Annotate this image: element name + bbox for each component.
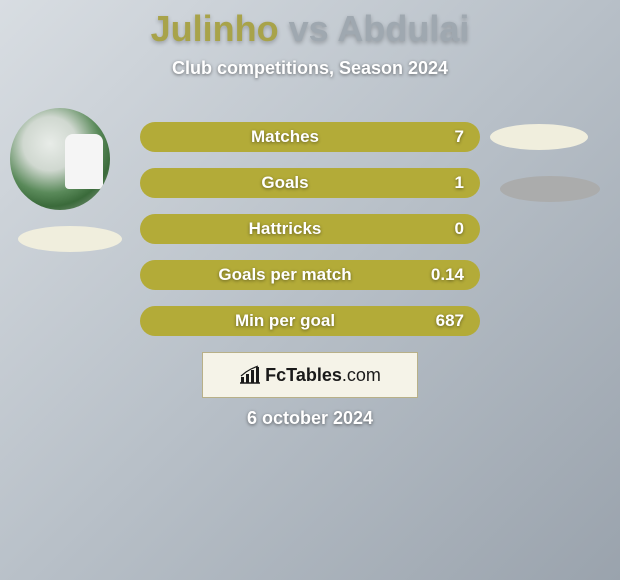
date-label: 6 october 2024 [0, 408, 620, 429]
stat-label: Goals per match [156, 265, 414, 285]
stat-value: 0 [414, 219, 464, 239]
stat-row-hattricks: Hattricks 0 [140, 214, 480, 244]
stat-value: 7 [414, 127, 464, 147]
stat-value: 0.14 [414, 265, 464, 285]
chart-icon [239, 365, 261, 385]
fctables-logo[interactable]: FcTables.com [202, 352, 418, 398]
stat-value: 1 [414, 173, 464, 193]
subtitle: Club competitions, Season 2024 [0, 58, 620, 79]
stat-row-min-per-goal: Min per goal 687 [140, 306, 480, 336]
stat-label: Matches [156, 127, 414, 147]
blob-right-2 [500, 176, 600, 202]
player2-name: Abdulai [337, 8, 469, 49]
logo-prefix: Fc [265, 365, 286, 385]
logo-main: Tables [286, 365, 342, 385]
logo-text: FcTables.com [265, 365, 381, 386]
stat-label: Min per goal [156, 311, 414, 331]
stat-row-goals: Goals 1 [140, 168, 480, 198]
stat-row-goals-per-match: Goals per match 0.14 [140, 260, 480, 290]
stat-label: Hattricks [156, 219, 414, 239]
stat-label: Goals [156, 173, 414, 193]
stat-value: 687 [414, 311, 464, 331]
player1-name: Julinho [151, 8, 279, 49]
stats-panel: Matches 7 Goals 1 Hattricks 0 Goals per … [140, 122, 480, 352]
blob-left [18, 226, 122, 252]
logo-suffix: .com [342, 365, 381, 385]
vs-text: vs [289, 8, 329, 49]
comparison-title: Julinho vs Abdulai [0, 0, 620, 50]
stat-row-matches: Matches 7 [140, 122, 480, 152]
player-avatar [10, 108, 110, 210]
blob-right-1 [490, 124, 588, 150]
